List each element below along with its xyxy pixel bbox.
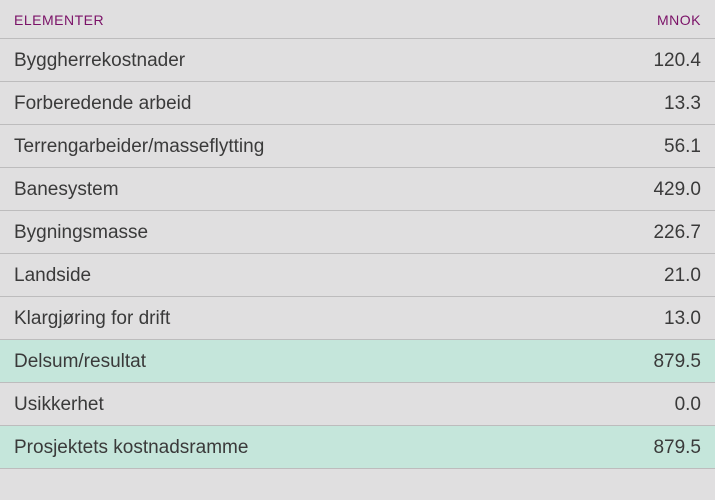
row-label: Byggherrekostnader — [0, 39, 562, 82]
table-row: Bygningsmasse226.7 — [0, 211, 715, 254]
table-row: Byggherrekostnader120.4 — [0, 39, 715, 82]
header-mnok: MNOK — [562, 0, 715, 39]
table-row: Klargjøring for drift13.0 — [0, 297, 715, 340]
row-value: 56.1 — [562, 125, 715, 168]
row-value: 879.5 — [562, 426, 715, 469]
row-label: Klargjøring for drift — [0, 297, 562, 340]
row-value: 226.7 — [562, 211, 715, 254]
row-value: 21.0 — [562, 254, 715, 297]
row-label: Usikkerhet — [0, 383, 562, 426]
table-row: Usikkerhet0.0 — [0, 383, 715, 426]
table-row: Landside21.0 — [0, 254, 715, 297]
row-label: Prosjektets kostnadsramme — [0, 426, 562, 469]
row-label: Banesystem — [0, 168, 562, 211]
row-value: 120.4 — [562, 39, 715, 82]
cost-table: ELEMENTER MNOK Byggherrekostnader120.4Fo… — [0, 0, 715, 469]
row-value: 13.3 — [562, 82, 715, 125]
row-label: Bygningsmasse — [0, 211, 562, 254]
row-label: Terrengarbeider/masseflytting — [0, 125, 562, 168]
table-row: Terrengarbeider/masseflytting56.1 — [0, 125, 715, 168]
table-header-row: ELEMENTER MNOK — [0, 0, 715, 39]
row-label: Landside — [0, 254, 562, 297]
table-row: Banesystem429.0 — [0, 168, 715, 211]
table-row: Forberedende arbeid13.3 — [0, 82, 715, 125]
row-value: 429.0 — [562, 168, 715, 211]
row-label: Delsum/resultat — [0, 340, 562, 383]
row-value: 879.5 — [562, 340, 715, 383]
row-value: 0.0 — [562, 383, 715, 426]
table-body: Byggherrekostnader120.4Forberedende arbe… — [0, 39, 715, 469]
row-value: 13.0 — [562, 297, 715, 340]
header-elementer: ELEMENTER — [0, 0, 562, 39]
row-label: Forberedende arbeid — [0, 82, 562, 125]
table-row: Prosjektets kostnadsramme879.5 — [0, 426, 715, 469]
table-row: Delsum/resultat879.5 — [0, 340, 715, 383]
